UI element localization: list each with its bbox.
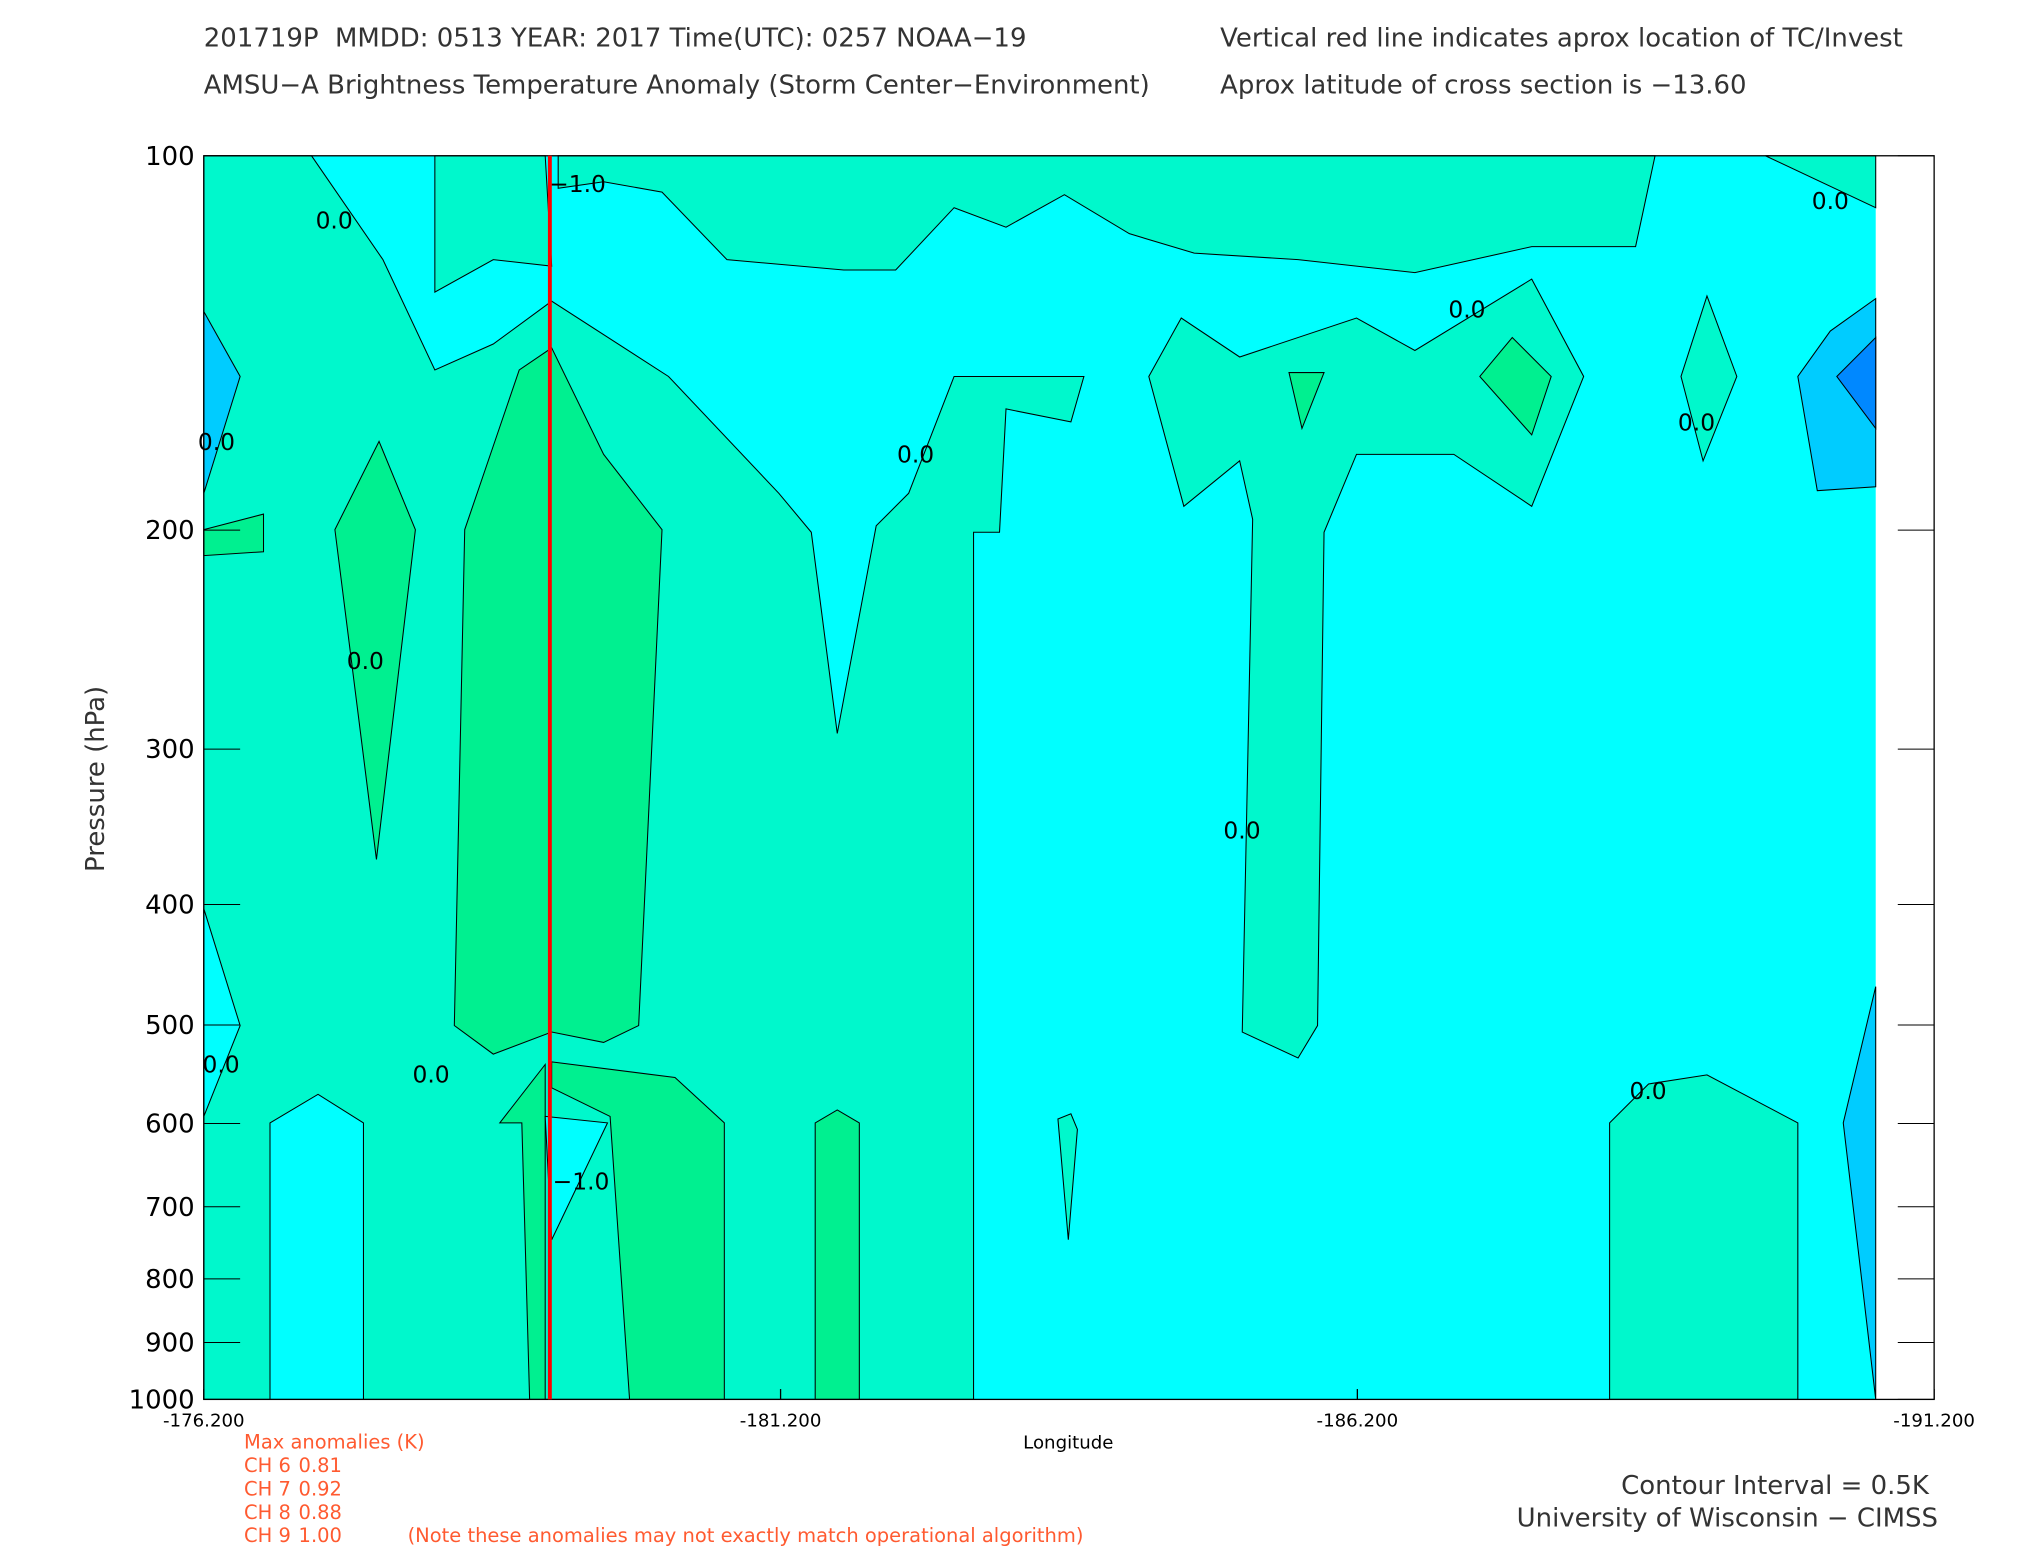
anomaly-value: 0.81 <box>299 1454 342 1477</box>
plot-frame <box>203 155 1935 1401</box>
anomaly-channel: CH 8 <box>244 1501 291 1524</box>
contour-fill <box>1836 336 1877 430</box>
contour-field <box>203 155 1877 1400</box>
y-tick-label: 100 <box>145 142 195 172</box>
y-tick-label: 500 <box>145 1011 195 1041</box>
y-axis-label: Pressure (hPa) <box>81 686 111 872</box>
contour-fill <box>814 1109 860 1400</box>
anomaly-value: 0.88 <box>299 1501 342 1524</box>
contour-label: 0.0 <box>1223 817 1260 845</box>
contour-label: 0.0 <box>1448 296 1485 324</box>
note: Vertical red line indicates aprox locati… <box>1220 24 1903 54</box>
contour-label: 0.0 <box>1629 1077 1666 1105</box>
contour-label: 0.0 <box>203 1050 240 1078</box>
x-tick-label: -181.200 <box>740 1411 822 1432</box>
anomaly-channel: CH 7 <box>244 1477 291 1500</box>
chart-subtitle: AMSU−A Brightness Temperature Anomaly (S… <box>204 70 1150 100</box>
y-tick-label: 300 <box>145 735 195 765</box>
contour-label: 0.0 <box>347 647 384 675</box>
y-tick-label: 700 <box>145 1193 195 1223</box>
contour-fill <box>1842 986 1877 1400</box>
x-tick-label: -186.200 <box>1317 1411 1399 1432</box>
x-tick-label: -176.200 <box>163 1411 245 1432</box>
chart-title: 201719P MMDD: 0513 YEAR: 2017 Time(UTC):… <box>204 24 1027 54</box>
contour-fill <box>453 347 663 1055</box>
anomaly-value: 1.00 <box>299 1524 342 1547</box>
contour-fill <box>1057 1113 1078 1240</box>
y-tick-label: 1000 <box>129 1386 195 1416</box>
contour-label: 0.0 <box>1678 409 1715 437</box>
contour-label: 0.0 <box>1812 187 1849 215</box>
contour-fill <box>1609 1074 1799 1400</box>
contour-label: 0.0 <box>198 428 235 456</box>
contour-interval: Contour Interval = 0.5K <box>1621 1471 1930 1501</box>
y-tick-label: 800 <box>145 1265 195 1295</box>
credit: University of Wisconsin − CIMSS <box>1517 1504 1938 1534</box>
y-tick-label: 200 <box>145 516 195 546</box>
contour-label: −1.0 <box>553 1167 610 1195</box>
contour-fill <box>1680 294 1738 463</box>
contour-fill <box>1288 372 1325 431</box>
anomaly-channel: CH 9 <box>244 1524 291 1547</box>
contour-fill <box>334 440 416 860</box>
y-tick-label: 600 <box>145 1110 195 1140</box>
x-tick-label: -191.200 <box>1893 1411 1975 1432</box>
contour-label: 0.0 <box>316 207 353 235</box>
contour-fill <box>1148 278 1585 1059</box>
contour-fill <box>557 155 1656 274</box>
contour-label: −1.0 <box>549 170 606 198</box>
x-axis-label: Longitude <box>1023 1433 1113 1454</box>
anomaly-value: 0.92 <box>299 1477 342 1500</box>
contour-fill <box>1479 336 1552 436</box>
y-tick-label: 900 <box>145 1329 195 1359</box>
contour-label: 0.0 <box>897 441 934 469</box>
anomaly-note: (Note these anomalies may not exactly ma… <box>408 1524 1084 1547</box>
contour-fill <box>269 1093 364 1400</box>
anomaly-title: Max anomalies (K) <box>244 1431 425 1454</box>
note: Aprox latitude of cross section is −13.6… <box>1220 70 1746 100</box>
y-tick-label: 400 <box>145 891 195 921</box>
anomaly-channel: CH 6 <box>244 1454 291 1477</box>
contour-label: 0.0 <box>412 1060 449 1088</box>
